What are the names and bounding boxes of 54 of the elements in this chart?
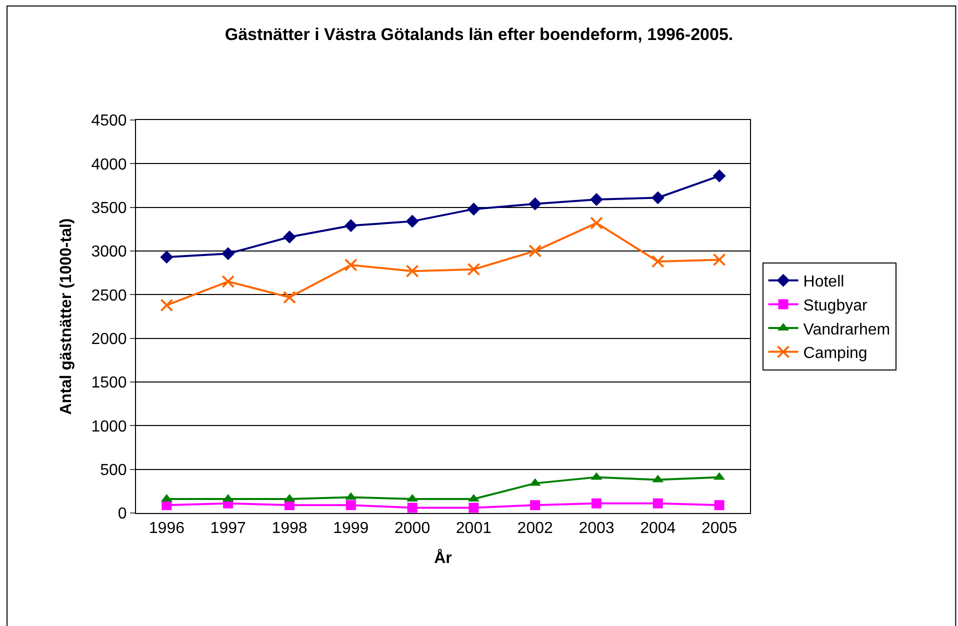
x-tick-label: 2003: [578, 520, 614, 538]
point: [468, 502, 479, 513]
point: [222, 247, 235, 260]
y-tick-label: 1500: [91, 374, 127, 392]
y-tick-label: 4000: [91, 156, 127, 174]
point: [346, 500, 356, 510]
x-tick-label: 1997: [210, 520, 246, 538]
point: [652, 498, 663, 508]
point: [530, 500, 540, 510]
x-tick-label: 1998: [272, 520, 308, 538]
point: [592, 498, 602, 508]
point: [528, 197, 542, 210]
y-tick-label: 3500: [91, 200, 127, 217]
point: [283, 230, 296, 244]
x-tick-label: 2002: [517, 520, 553, 538]
x-tick-label: 2004: [640, 520, 676, 538]
y-tick-label: 500: [100, 462, 127, 479]
point: [222, 275, 235, 288]
legend-label: Hotell: [803, 274, 844, 291]
point: [712, 169, 726, 182]
point: [160, 250, 174, 264]
point: [651, 254, 664, 268]
point: [406, 264, 419, 278]
point: [714, 500, 724, 510]
point: [651, 191, 664, 204]
x-tick-label: 1996: [148, 520, 185, 538]
point: [528, 244, 542, 258]
point: [590, 216, 603, 230]
x-tick-label: 2005: [702, 520, 738, 538]
legend-label: Stugbyar: [803, 297, 868, 314]
y-tick-label: 0: [118, 506, 127, 523]
y-tick-label: 4500: [91, 112, 127, 130]
x-tick-label: 2001: [456, 520, 492, 538]
y-axis-title: Antal gästnätter (1000-tal): [58, 218, 76, 415]
point: [467, 262, 480, 276]
point: [344, 258, 358, 272]
point: [344, 219, 358, 232]
y-tick-label: 1000: [91, 418, 127, 436]
point: [283, 290, 296, 304]
x-tick-label: 2000: [394, 520, 430, 538]
point: [712, 253, 726, 266]
point: [407, 502, 418, 513]
point: [160, 298, 174, 312]
y-tick-label: 3000: [91, 244, 127, 261]
y-tick-label: 2000: [91, 330, 127, 348]
x-tick-label: 1999: [333, 520, 369, 538]
x-axis-title: År: [434, 548, 452, 567]
chart-title: Gästnätter i Västra Götalands län efter boendeform, 1996-2005.: [224, 25, 734, 44]
legend-label: Camping: [803, 345, 868, 362]
point: [467, 202, 480, 216]
point: [590, 192, 603, 206]
y-tick-label: 2500: [91, 287, 127, 304]
point: [406, 214, 419, 228]
legend-label: Vandrarhem: [803, 321, 890, 338]
